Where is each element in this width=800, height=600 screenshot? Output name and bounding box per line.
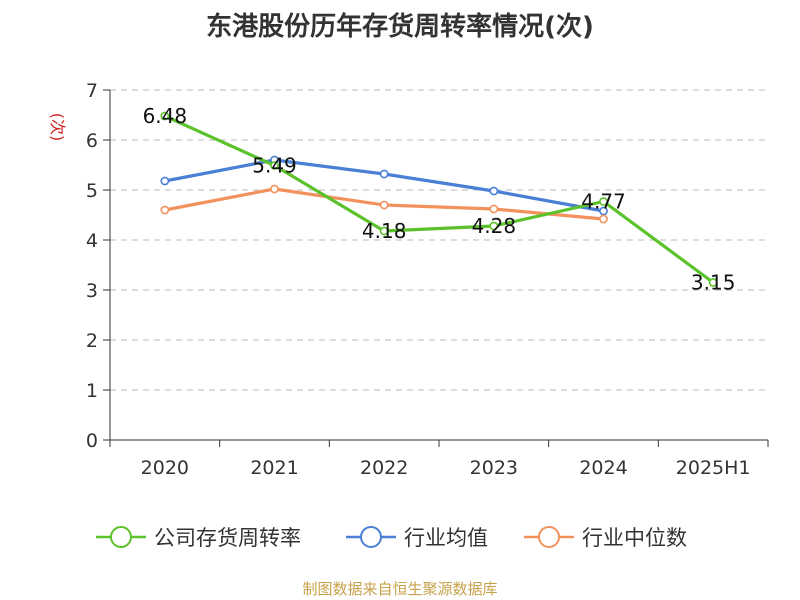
axes: 0 1 2 3 4 5 6 7 (次) 2020 2021 2022 2023 2024 2025H1	[48, 80, 769, 479]
data-label-2021: 5.49	[252, 154, 297, 178]
legend-item-0[interactable]: 公司存货周转率	[96, 526, 301, 550]
y-tick-label-6: 6	[86, 130, 98, 152]
data-label-2023: 4.28	[472, 214, 517, 238]
legend-label-2: 行业中位数	[582, 526, 687, 550]
legend-label-0: 公司存货周转率	[154, 526, 301, 550]
point-series-0-2	[379, 226, 389, 236]
point-series-2-1	[270, 184, 279, 194]
data-labels: 6.48 5.49 4.18 4.28 4.77 3.15	[143, 104, 736, 295]
y-tick-label-3: 3	[86, 280, 98, 302]
y-tick-label-7: 7	[86, 80, 98, 102]
legend-item-2[interactable]: 行业中位数	[524, 526, 687, 550]
y-tick-label-1: 1	[86, 380, 98, 402]
x-tick-label-2024: 2024	[579, 457, 627, 479]
y-tick-label-5: 5	[86, 180, 98, 202]
point-series-2-2	[379, 200, 389, 210]
point-series-1-2	[379, 169, 389, 179]
x-tick-label-2020: 2020	[141, 457, 189, 479]
point-series-1-3	[489, 186, 499, 196]
x-tick-label-2025H1: 2025H1	[676, 457, 751, 479]
point-series-0-3	[489, 221, 499, 231]
source-note: 制图数据来自恒生聚源数据库	[302, 580, 498, 598]
data-label-2022: 4.18	[362, 219, 407, 243]
data-label-2025H1: 3.15	[691, 271, 736, 295]
series-line-0	[164, 114, 715, 284]
y-axis-label: (次)	[48, 113, 67, 142]
point-series-1-0	[160, 176, 170, 186]
point-series-2-4	[599, 214, 608, 224]
legend-marker-2	[538, 526, 560, 548]
point-series-0-1	[270, 161, 279, 170]
legend-item-1[interactable]: 行业均值	[346, 526, 488, 550]
data-label-2020: 6.48	[143, 104, 188, 128]
series-lines	[160, 111, 718, 287]
point-series-0-5	[708, 278, 718, 287]
chart-title: 东港股份历年存货周转率情况(次)	[206, 12, 594, 42]
y-tick-label-2: 2	[86, 330, 98, 352]
x-tick-label-2021: 2021	[250, 457, 298, 479]
legend: 公司存货周转率 行业均值 行业中位数	[96, 526, 687, 550]
legend-label-1: 行业均值	[404, 526, 488, 550]
point-series-1-4	[599, 206, 608, 216]
point-series-2-0	[160, 205, 170, 215]
data-label-2024: 4.77	[581, 190, 626, 214]
point-series-0-0	[160, 111, 170, 121]
x-tick-label-2022: 2022	[360, 457, 408, 479]
y-tick-label-4: 4	[86, 230, 98, 252]
x-tick-label-2023: 2023	[470, 457, 518, 479]
legend-marker-0	[110, 526, 132, 548]
y-tick-label-0: 0	[86, 430, 98, 452]
point-series-2-3	[489, 204, 499, 214]
point-series-0-4	[599, 197, 608, 206]
legend-marker-1	[360, 526, 382, 548]
